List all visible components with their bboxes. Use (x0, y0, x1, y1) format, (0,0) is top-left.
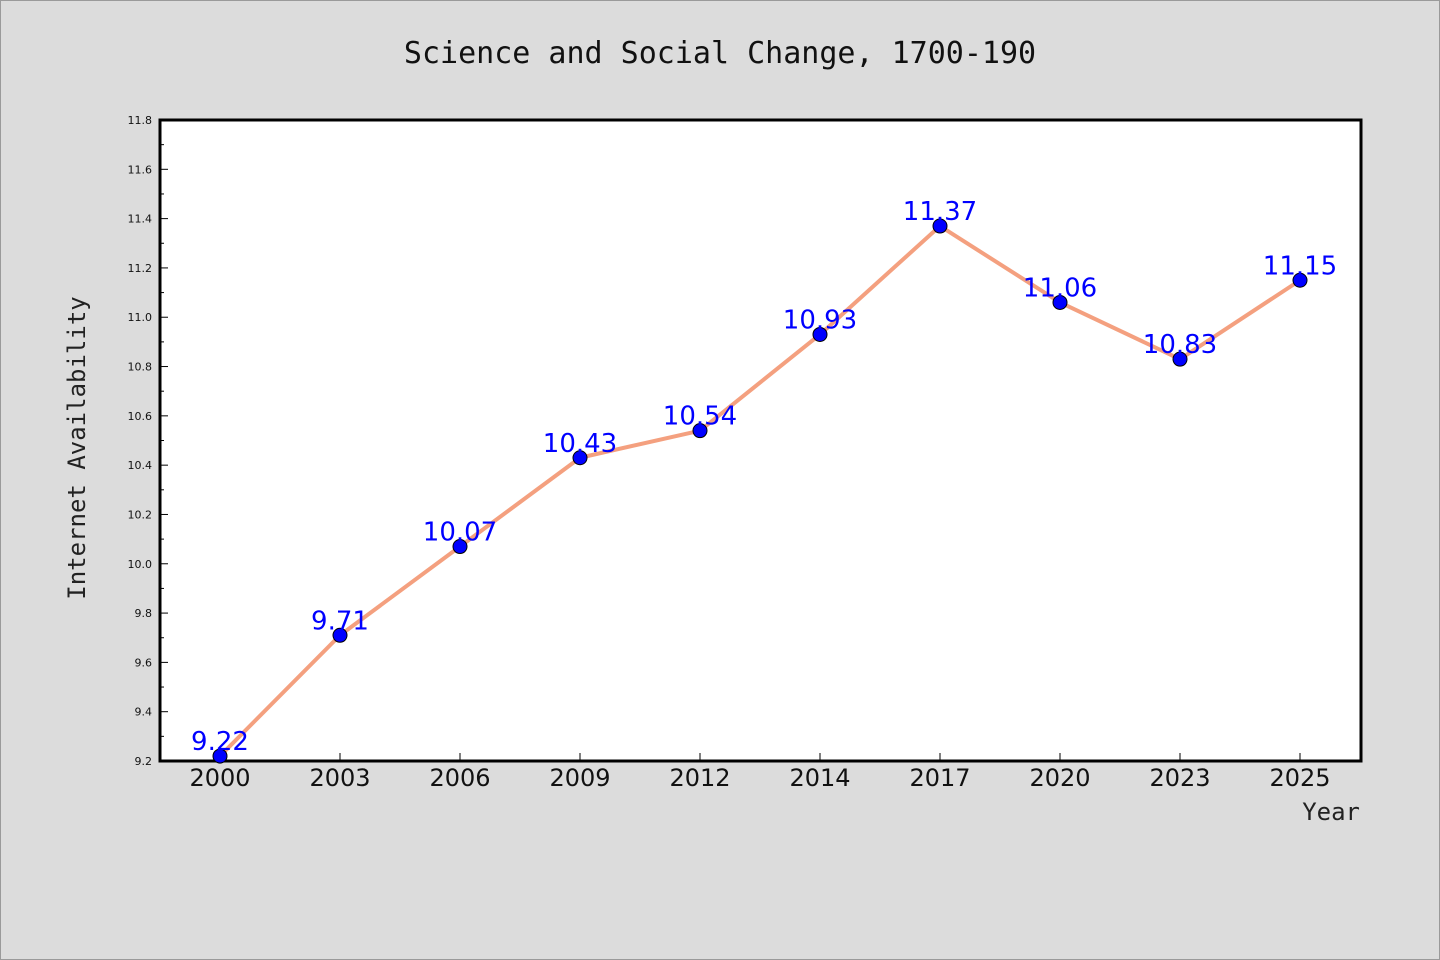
x-tick-label: 2020 (1029, 764, 1090, 792)
x-tick-label: 2014 (789, 764, 850, 792)
data-label: 10.54 (663, 402, 737, 432)
x-tick-label: 2003 (309, 764, 370, 792)
data-point-marker (452, 539, 468, 555)
data-label: 10.83 (1143, 330, 1217, 360)
x-tick-label: 2000 (189, 764, 250, 792)
data-point-marker (692, 423, 708, 439)
data-point-marker (812, 326, 828, 342)
y-tick-label: 11.4 (128, 213, 153, 226)
x-axis: 2000 2003 2006 2009 2012 2014 2017 2020 2023 2025 (189, 753, 1331, 792)
y-axis-label: Internet Availability (63, 296, 91, 599)
chart-title: Science and Social Change, 1700-190 (404, 36, 1036, 71)
x-tick-label: 2012 (669, 764, 730, 792)
data-label: 11.15 (1263, 251, 1337, 281)
x-axis-label: Year (1302, 798, 1360, 826)
data-point-marker (1292, 272, 1308, 288)
series-line (218, 224, 1302, 759)
data-label: 9.22 (191, 727, 249, 757)
y-tick-label: 11.6 (128, 163, 153, 176)
data-point-marker (332, 627, 348, 643)
data-label: 10.93 (783, 305, 857, 335)
x-tick-label: 2017 (909, 764, 970, 792)
y-tick-label: 9.4 (135, 706, 153, 719)
y-tick-label: 10.8 (128, 361, 153, 374)
data-point-marker (212, 748, 228, 764)
data-point-marker (1052, 294, 1068, 310)
series-group: 9.22 9.71 10.07 10.43 10.54 10.93 11.37 11.06 10… (191, 197, 1337, 764)
y-axis: 9.2 9.4 9.6 9.8 10.0 10.2 10.4 10.6 10.8 11.0 11.2… (128, 114, 168, 768)
x-tick-label: 2025 (1269, 764, 1330, 792)
data-label: 9.71 (311, 606, 369, 636)
plot-area (158, 118, 1363, 763)
data-label: 11.37 (903, 197, 977, 227)
x-tick-label: 2023 (1149, 764, 1210, 792)
y-tick-label: 10.4 (128, 459, 153, 472)
y-tick-label: 9.2 (135, 755, 153, 768)
y-tick-label: 10.6 (128, 410, 153, 423)
y-tick-label: 10.0 (128, 558, 153, 571)
y-tick-label: 11.0 (128, 311, 153, 324)
data-label: 10.07 (423, 518, 497, 548)
x-tick-label: 2009 (549, 764, 610, 792)
data-point-marker (932, 218, 948, 234)
y-tick-label: 11.2 (128, 262, 153, 275)
y-tick-label: 10.2 (128, 508, 153, 521)
data-label: 10.43 (543, 429, 617, 459)
x-tick-label: 2006 (429, 764, 490, 792)
y-tick-label: 9.6 (135, 656, 153, 669)
data-point-marker (1172, 351, 1188, 367)
data-point-marker (572, 450, 588, 466)
data-label: 11.06 (1023, 273, 1097, 303)
y-tick-label: 9.8 (135, 607, 153, 620)
y-tick-label: 11.8 (128, 114, 153, 127)
